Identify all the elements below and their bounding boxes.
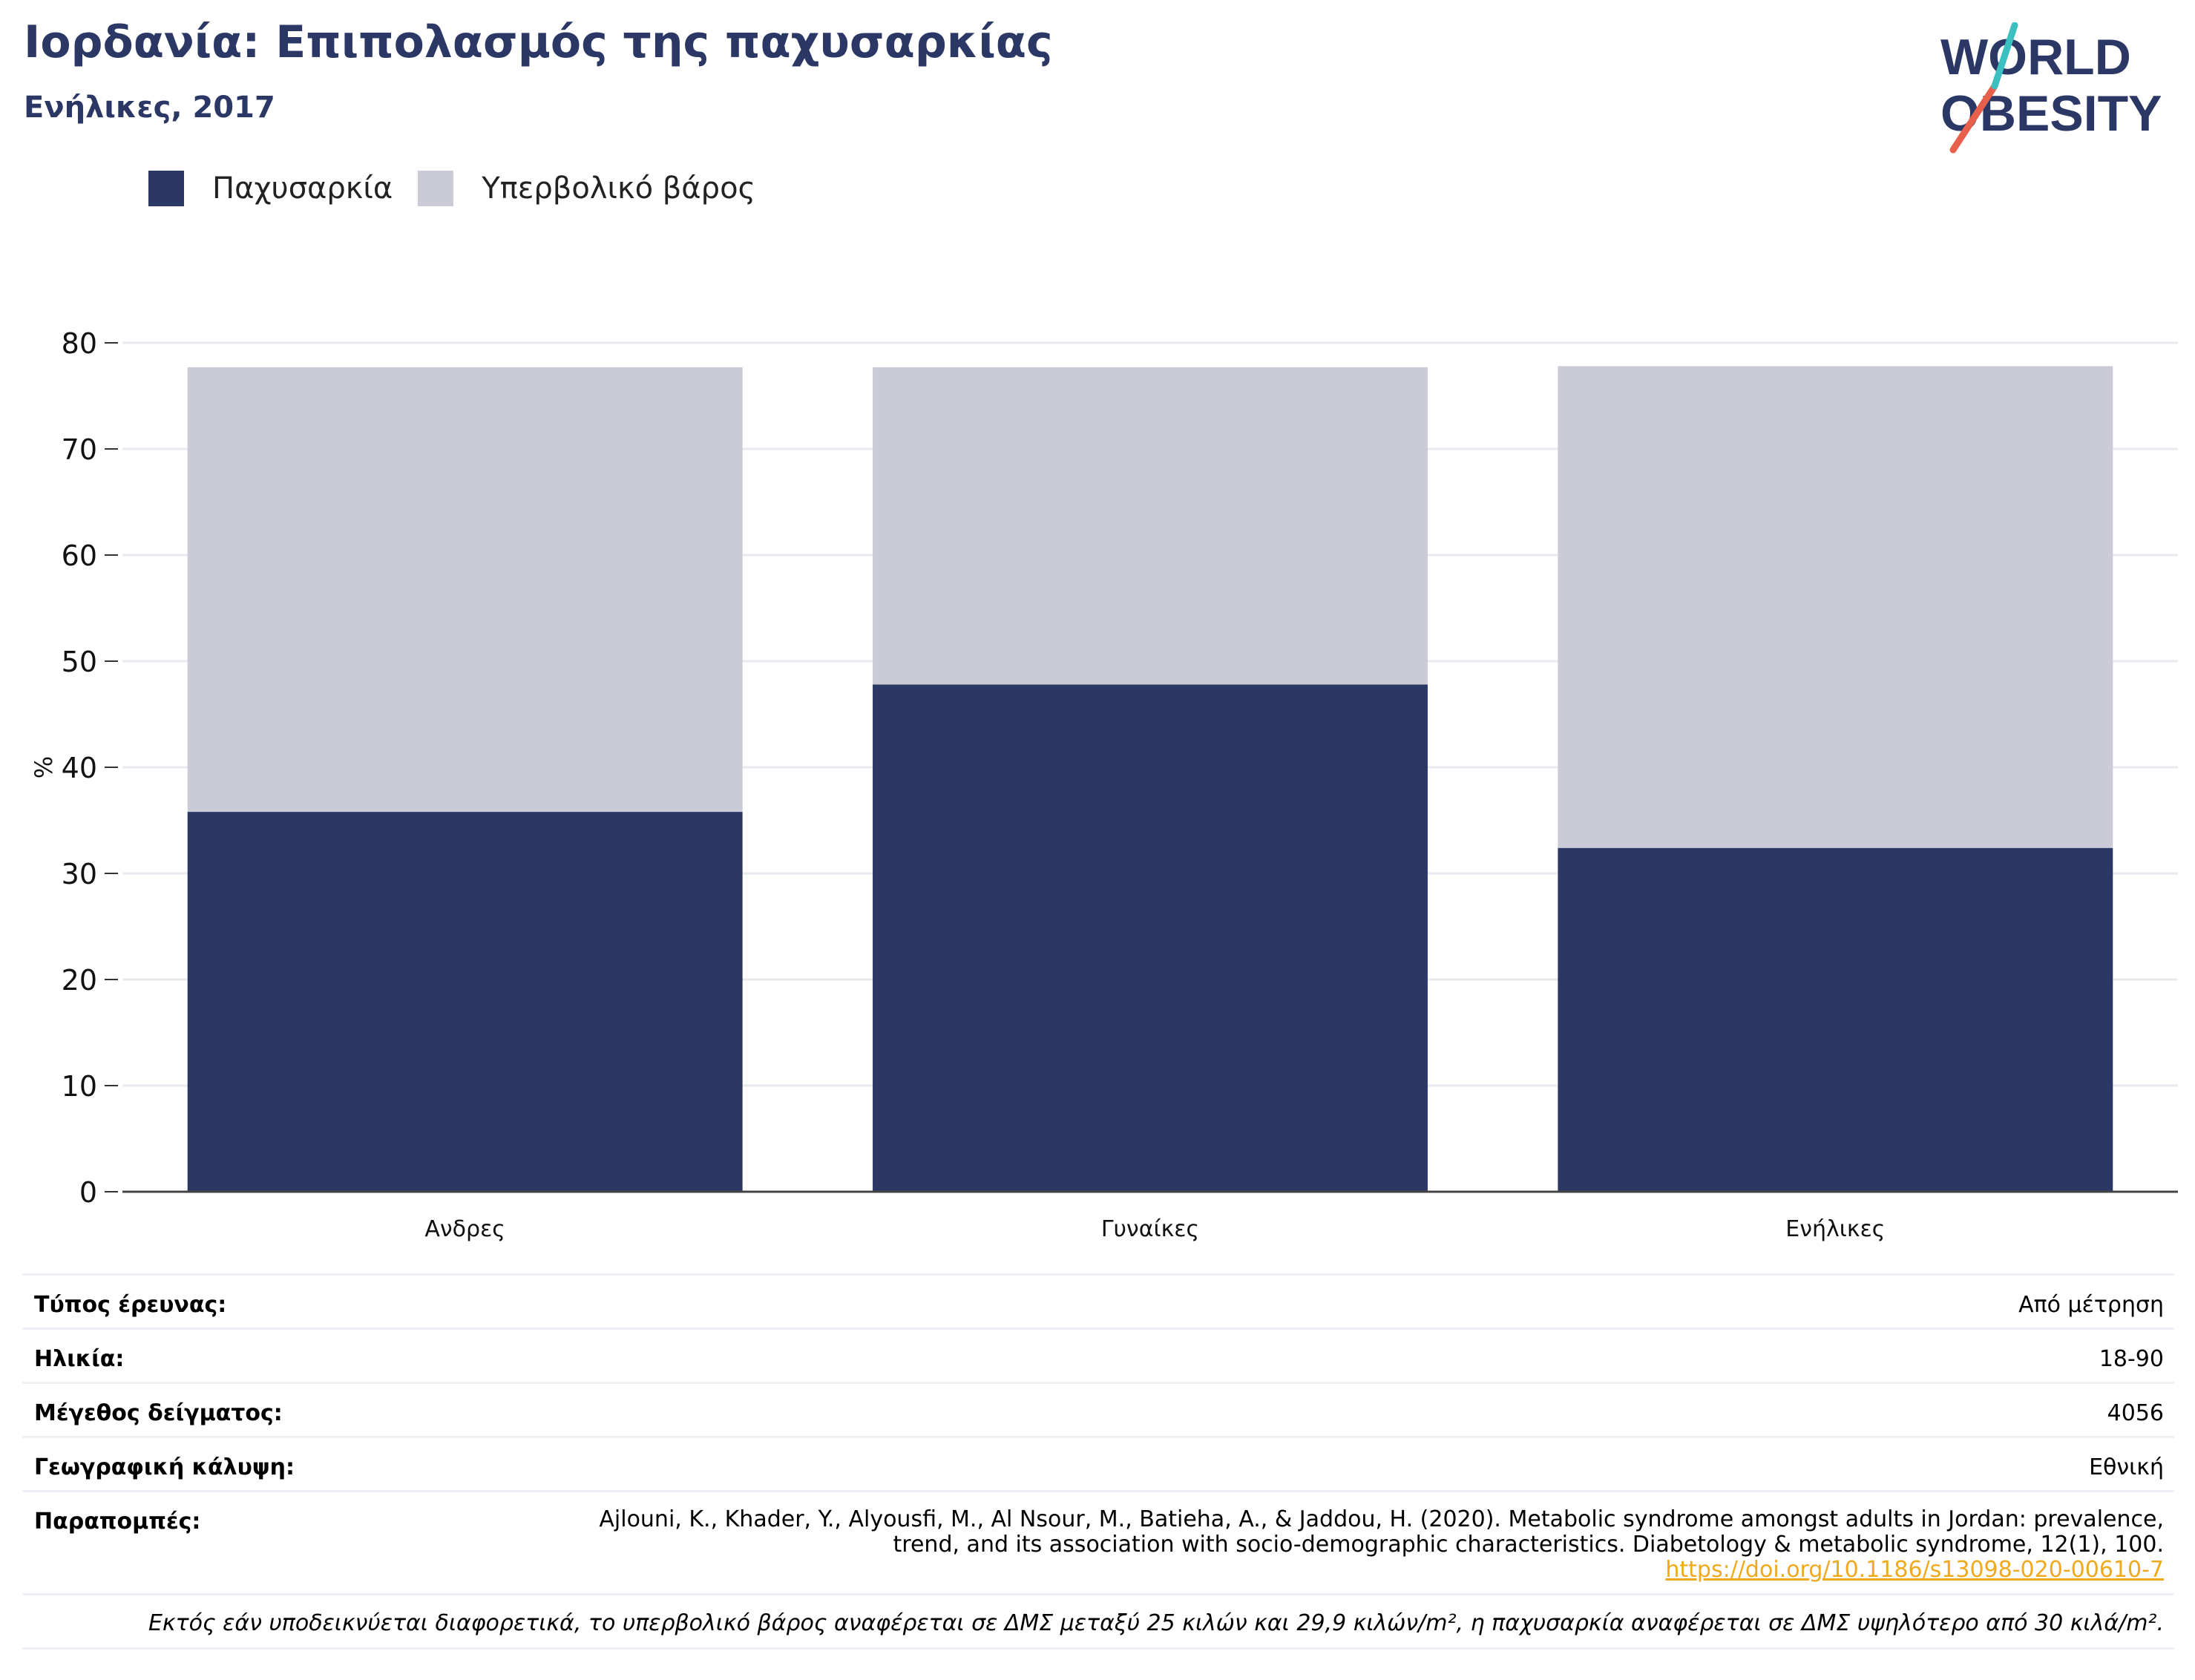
stacked-bar-chart: 0 10 20 30 40 50 60 70 80% Ανδρες Γυναίκες Ενήλικες	[30, 327, 2178, 1242]
legend-item-overweight: Υπερβολικό βάρος	[418, 171, 755, 206]
info-row-coverage: Γεωγραφική κάλυψη: Εθνική	[22, 1438, 2174, 1492]
info-row-survey-type: Τύπος έρευνας: Από μέτρηση	[22, 1276, 2174, 1330]
bar-obesity-0	[187, 812, 743, 1192]
bar-overweight-2	[1558, 366, 2113, 848]
chart-subtitle: Ενήλικες, 2017	[24, 91, 275, 125]
bar-overweight-1	[873, 367, 1428, 685]
info-label: Γεωγραφική κάλυψη:	[34, 1454, 295, 1480]
logo-slash-teal	[1991, 22, 2018, 90]
info-row-note: Εκτός εάν υποδεικνύεται διαφορετικά, το …	[22, 1595, 2174, 1650]
y-tick-label: 80	[62, 327, 97, 360]
bar-overweight-0	[187, 367, 743, 813]
y-axis-label: %	[30, 756, 58, 778]
legend-item-obesity: Παχυσαρκία	[148, 171, 393, 206]
info-value: Από μέτρηση	[2018, 1292, 2164, 1318]
references-text: Ajlouni, K., Khader, Y., Alyousfi, M., A…	[599, 1507, 2164, 1583]
legend-swatch-obesity	[148, 171, 184, 206]
logo-slash-red	[1949, 82, 1998, 154]
info-value: 4056	[2107, 1400, 2164, 1426]
bar-obesity-2	[1558, 847, 2113, 1192]
survey-info-table: Τύπος έρευνας: Από μέτρηση Ηλικία: 18-90…	[22, 1273, 2174, 1650]
x-tick-label: Ανδρες	[424, 1216, 505, 1242]
info-row-references: Παραπομπές: Ajlouni, K., Khader, Y., Aly…	[22, 1492, 2174, 1595]
legend-swatch-overweight	[418, 171, 454, 206]
logo-word-1: WORLD	[1940, 29, 2131, 85]
info-label: Ηλικία:	[34, 1346, 125, 1372]
world-obesity-logo: WORLD OBESITY	[1940, 22, 2162, 154]
y-tick-label: 20	[62, 964, 97, 997]
reference-doi-link[interactable]: https://doi.org/10.1186/s13098-020-00610…	[1665, 1557, 2164, 1583]
reference-line-1: Ajlouni, K., Khader, Y., Alyousfi, M., A…	[599, 1506, 2164, 1532]
y-tick-label: 40	[62, 752, 97, 784]
legend-label-overweight: Υπερβολικό βάρος	[482, 171, 756, 206]
bar-obesity-1	[873, 684, 1428, 1192]
y-tick-label: 0	[79, 1176, 97, 1209]
legend: Παχυσαρκία Υπερβολικό βάρος	[148, 171, 781, 206]
chart-title: Ιορδανία: Επιπολασμός της παχυσαρκίας	[24, 16, 1053, 68]
y-tick-label: 30	[62, 858, 97, 890]
y-tick-label: 50	[62, 646, 97, 678]
y-tick-label: 60	[62, 539, 97, 572]
info-value: 18-90	[2099, 1346, 2164, 1372]
info-row-sample-size: Μέγεθος δείγματος: 4056	[22, 1384, 2174, 1438]
legend-label-obesity: Παχυσαρκία	[212, 171, 393, 206]
info-value: Εθνική	[2089, 1454, 2164, 1480]
info-label: Μέγεθος δείγματος:	[34, 1400, 283, 1426]
reference-line-2: trend, and its association with socio-de…	[893, 1532, 2164, 1558]
y-tick-label: 70	[62, 433, 97, 466]
x-tick-label: Ενήλικες	[1785, 1216, 1885, 1242]
info-label: Παραπομπές:	[34, 1509, 201, 1535]
definition-note: Εκτός εάν υποδεικνύεται διαφορετικά, το …	[148, 1610, 2164, 1636]
y-tick-label: 10	[62, 1070, 97, 1103]
info-row-age: Ηλικία: 18-90	[22, 1330, 2174, 1384]
x-tick-label: Γυναίκες	[1101, 1216, 1199, 1242]
info-label: Τύπος έρευνας:	[34, 1292, 227, 1318]
